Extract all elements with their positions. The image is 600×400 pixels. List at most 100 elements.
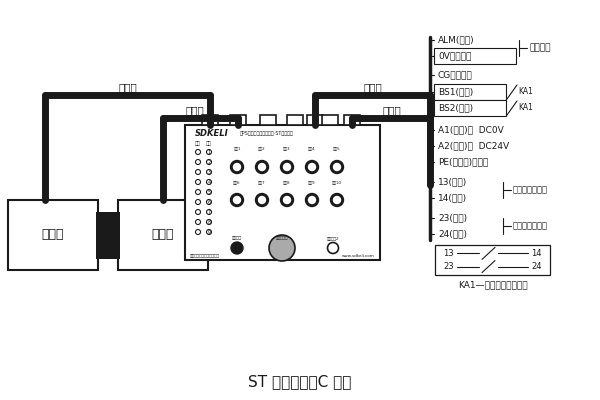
Circle shape <box>256 160 269 174</box>
Circle shape <box>196 220 200 224</box>
Bar <box>96 212 109 259</box>
Text: 灵敏度调整: 灵敏度调整 <box>276 236 288 240</box>
Text: 传输线: 传输线 <box>119 82 137 92</box>
Circle shape <box>233 164 241 170</box>
Text: 复位开关: 复位开关 <box>232 236 242 240</box>
Circle shape <box>284 164 290 170</box>
Text: 23(棕色): 23(棕色) <box>438 214 467 222</box>
Bar <box>307 115 323 125</box>
Bar <box>322 115 338 125</box>
Bar <box>287 115 303 125</box>
Circle shape <box>196 230 200 234</box>
Text: 光PS型激光安全保护装置·ST型控制器: 光PS型激光安全保护装置·ST型控制器 <box>240 130 294 136</box>
Circle shape <box>206 200 212 204</box>
Text: 24(棕色): 24(棕色) <box>438 230 467 238</box>
Text: 23: 23 <box>443 262 454 271</box>
Text: 通道8: 通道8 <box>283 180 291 184</box>
Text: 通道1: 通道1 <box>233 146 241 150</box>
Text: 接报警器: 接报警器 <box>529 44 551 52</box>
Circle shape <box>331 160 343 174</box>
Circle shape <box>196 210 200 214</box>
Bar <box>344 115 360 125</box>
Text: 2: 2 <box>208 160 211 164</box>
Text: 4: 4 <box>208 180 211 184</box>
Bar <box>434 100 506 116</box>
Text: 9: 9 <box>208 230 211 234</box>
Text: 传输线: 传输线 <box>185 105 205 115</box>
Circle shape <box>308 164 316 170</box>
Text: A2(红色)：  DC24V: A2(红色)： DC24V <box>438 142 509 150</box>
Text: 6: 6 <box>208 200 211 204</box>
Circle shape <box>230 160 244 174</box>
Text: 3: 3 <box>208 170 211 174</box>
Text: 1: 1 <box>208 150 211 154</box>
Text: KA1: KA1 <box>518 104 533 112</box>
Text: 通道: 通道 <box>206 140 212 146</box>
Circle shape <box>206 150 212 154</box>
Circle shape <box>230 194 244 206</box>
Text: 7: 7 <box>208 210 211 214</box>
Text: 13(蓝色): 13(蓝色) <box>438 178 467 186</box>
Text: A1(白色)：  DC0V: A1(白色)： DC0V <box>438 126 504 134</box>
Circle shape <box>206 170 212 174</box>
Bar <box>435 245 550 275</box>
Bar <box>434 48 516 64</box>
Circle shape <box>269 235 295 261</box>
Circle shape <box>328 242 338 254</box>
Text: CG（红色）: CG（红色） <box>438 70 473 80</box>
Circle shape <box>305 194 319 206</box>
Text: 13: 13 <box>443 249 454 258</box>
Text: 复位开关2: 复位开关2 <box>326 236 340 240</box>
Text: 信号线: 信号线 <box>364 82 382 92</box>
Text: 0V（绻色）: 0V（绻色） <box>438 52 472 60</box>
Circle shape <box>308 196 316 204</box>
Text: 通道4: 通道4 <box>308 146 316 150</box>
Text: 发射器: 发射器 <box>42 228 64 242</box>
Text: BS2(棕色): BS2(棕色) <box>438 104 473 112</box>
Text: 电源线: 电源线 <box>383 105 401 115</box>
Bar <box>108 212 120 259</box>
Text: 通道6: 通道6 <box>233 180 241 184</box>
Circle shape <box>196 180 200 184</box>
Circle shape <box>259 196 265 204</box>
Text: SDKELI: SDKELI <box>195 128 229 138</box>
Bar <box>202 115 218 125</box>
Circle shape <box>233 196 241 204</box>
Circle shape <box>284 196 290 204</box>
Text: 8: 8 <box>208 220 211 224</box>
Circle shape <box>196 160 200 164</box>
Text: 接收器: 接收器 <box>152 228 174 242</box>
Text: ALM(黑色): ALM(黑色) <box>438 36 475 44</box>
Circle shape <box>206 180 212 184</box>
Text: 山东凯力光电技术有限公司: 山东凯力光电技术有限公司 <box>190 254 220 258</box>
Circle shape <box>256 194 269 206</box>
Bar <box>185 125 380 260</box>
Text: 24: 24 <box>532 262 542 271</box>
Bar <box>260 115 276 125</box>
Text: www.sdkeli.com: www.sdkeli.com <box>342 254 375 258</box>
Circle shape <box>206 220 212 224</box>
Circle shape <box>206 210 212 214</box>
Circle shape <box>334 196 341 204</box>
Text: 通道2: 通道2 <box>258 146 266 150</box>
Text: 接快下控制输出: 接快下控制输出 <box>513 222 548 230</box>
Circle shape <box>281 160 293 174</box>
Text: BS1(蓝色): BS1(蓝色) <box>438 88 473 96</box>
Text: ST 型控制器（C 型）: ST 型控制器（C 型） <box>248 374 352 390</box>
Text: PE(黄续色)：接地: PE(黄续色)：接地 <box>438 158 488 166</box>
Circle shape <box>259 164 265 170</box>
Text: 通道9: 通道9 <box>308 180 316 184</box>
Circle shape <box>196 150 200 154</box>
Text: 状态: 状态 <box>195 140 201 146</box>
Text: 14(蓝色): 14(蓝色) <box>438 194 467 202</box>
Text: 接快下控制输出: 接快下控制输出 <box>513 186 548 194</box>
Bar <box>118 200 208 270</box>
Text: KA1—折弯机慢下继电器: KA1—折弯机慢下继电器 <box>458 280 527 290</box>
Circle shape <box>231 242 243 254</box>
Circle shape <box>305 160 319 174</box>
Circle shape <box>196 200 200 204</box>
Circle shape <box>206 160 212 164</box>
Circle shape <box>281 194 293 206</box>
Text: 通道7: 通道7 <box>258 180 266 184</box>
Bar <box>230 115 246 125</box>
